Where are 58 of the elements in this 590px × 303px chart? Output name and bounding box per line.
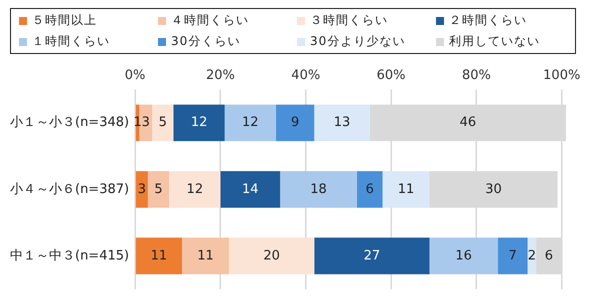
data-label: 5 — [154, 182, 163, 197]
data-label: 18 — [310, 182, 327, 197]
data-label: 20 — [263, 248, 280, 264]
data-label: 30 — [485, 182, 502, 197]
bar — [182, 238, 229, 274]
bar — [314, 238, 430, 274]
data-label: 6 — [366, 182, 374, 197]
x-tick-label: 100% — [543, 68, 580, 84]
data-label: 12 — [186, 182, 204, 197]
bar — [136, 171, 148, 208]
data-label: 14 — [242, 182, 259, 197]
x-tick-label: 40% — [291, 68, 320, 84]
legend-label: ２時間くらい — [449, 12, 527, 29]
data-label: 46 — [460, 115, 476, 130]
bar — [148, 171, 170, 208]
bar — [382, 171, 430, 208]
data-label: 27 — [364, 248, 380, 264]
data-label: 7 — [508, 248, 517, 264]
data-label: 11 — [197, 248, 214, 264]
legend-label: 30分より少ない — [310, 33, 406, 50]
bar — [173, 104, 225, 142]
bar — [169, 171, 220, 208]
data-label: 6 — [544, 248, 554, 264]
data-label: 5 — [158, 115, 167, 130]
bar — [224, 104, 276, 142]
data-label: 12 — [190, 115, 208, 130]
legend-label: ４時間くらい — [171, 12, 249, 29]
bar — [136, 238, 182, 274]
bar — [220, 171, 280, 208]
legend-label: １時間くらい — [32, 33, 110, 50]
legend-label: 利用していない — [449, 33, 540, 50]
x-tick-label: 60% — [376, 68, 406, 84]
bar — [498, 238, 528, 274]
x-tick-label: 0% — [124, 68, 146, 84]
legend-label: ３時間くらい — [310, 12, 388, 29]
y-tick-label: 小１～小３(n=348) — [10, 115, 130, 130]
data-label: 16 — [455, 248, 472, 264]
data-label: 12 — [242, 115, 259, 130]
bar — [152, 104, 174, 142]
x-tick-label: 80% — [462, 68, 491, 84]
bar — [429, 238, 498, 274]
bar — [276, 104, 314, 142]
bar — [228, 238, 314, 274]
x-tick-label: 20% — [206, 68, 235, 84]
legend-label: ５時間以上 — [32, 12, 97, 29]
y-tick-label: 小４～小６(n=387) — [10, 182, 130, 197]
data-label: 9 — [290, 115, 300, 130]
data-label: 13 — [334, 115, 350, 130]
data-label: 3 — [142, 115, 150, 130]
data-label: 2 — [528, 248, 536, 264]
bar — [356, 171, 383, 208]
data-label: 11 — [398, 182, 414, 197]
legend-label: 30分くらい — [171, 33, 240, 50]
y-tick-label: 中１～中３(n=415) — [10, 248, 130, 264]
bar — [314, 104, 370, 142]
data-label: 3 — [138, 182, 146, 197]
data-label: 11 — [150, 248, 168, 264]
bar — [280, 171, 357, 208]
